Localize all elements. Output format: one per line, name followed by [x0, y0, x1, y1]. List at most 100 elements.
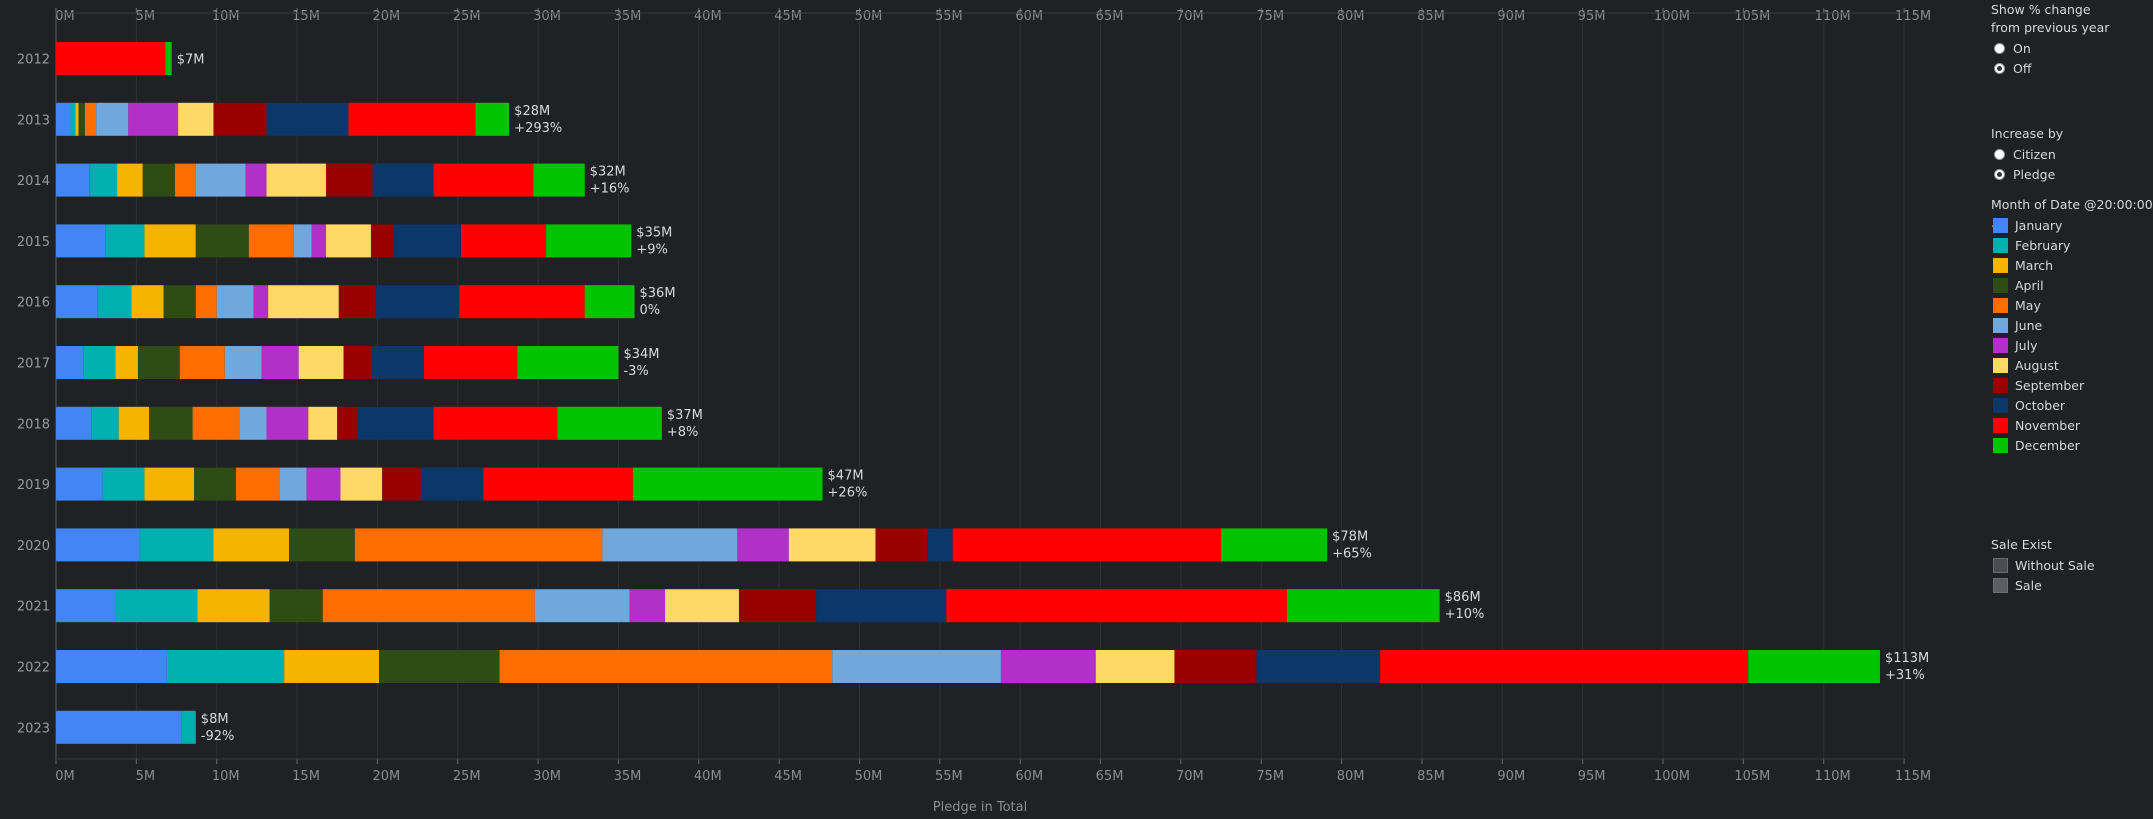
legend-item-january[interactable]: January — [1991, 215, 2062, 235]
bar-segment-april — [78, 102, 85, 136]
bar-change-label: +26% — [828, 486, 868, 501]
x-tick-label-bottom: 85M — [1417, 769, 1445, 784]
bar-segment-august — [266, 163, 326, 197]
bar-segment-june — [195, 163, 246, 197]
pct-change-option-off[interactable]: Off — [1991, 58, 2031, 78]
bar-total-label: $32M — [590, 165, 626, 180]
bar-segment-january — [56, 406, 92, 440]
bar-total-label: $37M — [667, 408, 703, 423]
legend-item-february[interactable]: February — [1991, 235, 2070, 255]
bar-segment-september — [738, 589, 817, 623]
legend-item-june[interactable]: June — [1991, 315, 2042, 335]
bar-segment-september — [382, 467, 421, 501]
bar-segment-october — [372, 163, 434, 197]
x-tick-label-bottom: 50M — [855, 769, 883, 784]
x-tick-label-bottom: 80M — [1337, 769, 1365, 784]
bar-segment-november — [946, 589, 1287, 623]
bar-segment-february — [139, 528, 214, 562]
radio-selected-icon — [1994, 168, 2005, 180]
x-tick-label-top: 100M — [1654, 9, 1690, 24]
legend-label: December — [2015, 437, 2080, 453]
bar-segment-june — [293, 224, 312, 258]
bar-segment-november — [433, 163, 534, 197]
bar-segment-april — [379, 650, 500, 683]
x-tick-label-top: 85M — [1417, 9, 1445, 24]
bar-segment-september — [343, 346, 371, 379]
bar-segment-april — [149, 406, 193, 440]
x-tick-label-top: 45M — [774, 9, 802, 24]
bar-segment-august — [325, 224, 371, 258]
bar-segment-december — [632, 467, 823, 501]
bar-segment-november — [348, 102, 476, 136]
pledge-chart: 0M 0M 5M 5M 10M 10M 15M 15M 20M 20M 25M 25M 30M 30M 35… — [17, 8, 1931, 815]
bar-segment-december — [517, 346, 619, 379]
x-tick-label-top: 70M — [1176, 9, 1204, 24]
bar-segment-may — [248, 224, 294, 258]
bar-segment-june — [216, 285, 254, 319]
bar-segment-december — [557, 406, 662, 440]
pct-change-option-on-label: On — [2013, 40, 2031, 56]
y-category-label: 2019 — [17, 478, 50, 493]
x-tick-label-top: 20M — [373, 9, 401, 24]
bar-segment-may — [195, 285, 217, 319]
increase-by-option-pledge[interactable]: Pledge — [1991, 164, 2055, 184]
bar-segment-january — [56, 710, 182, 744]
bar-segment-february — [105, 224, 145, 258]
bar-segment-october — [1256, 650, 1381, 683]
bar-total-label: $7M — [177, 53, 205, 68]
bar-total-label: $113M — [1885, 651, 1929, 666]
legend-swatch — [1993, 357, 2008, 373]
x-axis-title: Pledge in Total — [933, 800, 1027, 815]
bar-segment-december — [584, 285, 635, 319]
bar-segment-september — [325, 163, 373, 197]
legend-item-october[interactable]: October — [1991, 395, 2065, 415]
y-category-label: 2018 — [17, 417, 50, 432]
bar-segment-march — [115, 346, 138, 379]
bar-total-label: $28M — [514, 104, 550, 119]
bar-segment-september — [338, 285, 376, 319]
legend-label: October — [2015, 397, 2066, 413]
legend-item-april[interactable]: April — [1991, 275, 2044, 295]
sale-exist-item-without-sale[interactable]: Without Sale — [1991, 555, 2095, 575]
legend-item-may[interactable]: May — [1991, 295, 2041, 315]
bar-segment-october — [370, 346, 425, 379]
bar-total-label: $34M — [623, 347, 659, 362]
x-tick-label-bottom: 95M — [1578, 769, 1606, 784]
y-category-label: 2017 — [17, 357, 50, 372]
bar-segment-june — [224, 346, 262, 379]
pct-change-option-on[interactable]: On — [1991, 38, 2031, 58]
x-tick-label-top: 50M — [855, 9, 883, 24]
bar-segment-january — [56, 650, 167, 683]
pct-change-title-line1: Show % change — [1991, 2, 2091, 17]
legend-item-september[interactable]: September — [1991, 375, 2084, 395]
legend-swatch — [1993, 437, 2008, 453]
bar-segment-september — [1174, 650, 1257, 683]
legend-swatch — [1993, 297, 2008, 313]
bar-segment-july — [737, 528, 789, 562]
y-category-label: 2013 — [17, 113, 50, 128]
x-tick-label-top: 15M — [292, 9, 320, 24]
bar-total-label: $35M — [636, 225, 672, 240]
sale-exist-item-sale[interactable]: Sale — [1991, 575, 2042, 595]
legend-label: September — [2015, 377, 2085, 393]
legend-item-december[interactable]: December — [1991, 435, 2080, 455]
legend-item-march[interactable]: March — [1991, 255, 2053, 275]
increase-by-option-citizen[interactable]: Citizen — [1991, 144, 2056, 164]
legend-item-july[interactable]: July — [1991, 335, 2037, 355]
legend-label: August — [2015, 357, 2059, 373]
x-tick-label-bottom: 45M — [774, 769, 802, 784]
x-tick-label-bottom: 60M — [1015, 769, 1043, 784]
bar-segment-february — [181, 710, 196, 744]
bar-change-label: +8% — [667, 425, 699, 440]
bar-segment-february — [89, 163, 118, 197]
bar-segment-october — [358, 406, 434, 440]
radio-selected-icon — [1994, 62, 2005, 74]
bar-total-label: $36M — [640, 286, 676, 301]
legend-label: March — [2015, 257, 2054, 273]
bar-segment-january — [56, 346, 84, 379]
x-tick-label-top: 5M — [136, 9, 156, 24]
bar-segment-november — [433, 406, 558, 440]
legend-item-august[interactable]: August — [1991, 355, 2059, 375]
bar-segment-june — [279, 467, 307, 501]
legend-item-november[interactable]: November — [1991, 415, 2080, 435]
